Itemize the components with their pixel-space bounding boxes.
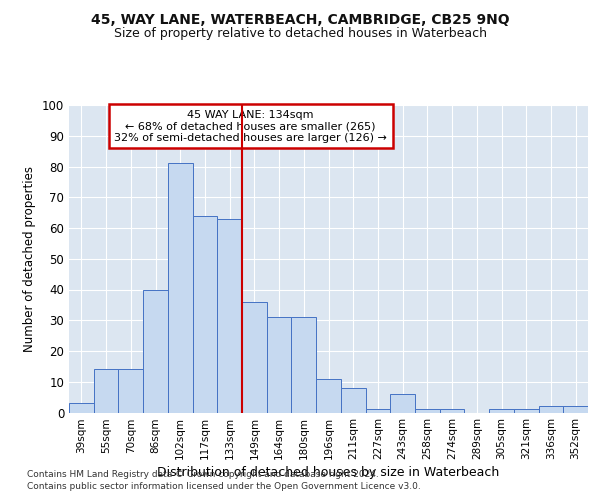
Text: Size of property relative to detached houses in Waterbeach: Size of property relative to detached ho… — [113, 28, 487, 40]
Bar — [365, 410, 390, 412]
Bar — [489, 410, 514, 412]
Bar — [143, 290, 168, 412]
Text: Contains public sector information licensed under the Open Government Licence v3: Contains public sector information licen… — [27, 482, 421, 491]
Bar — [242, 302, 267, 412]
Bar — [563, 406, 588, 412]
Bar — [118, 370, 143, 412]
Bar — [168, 164, 193, 412]
Bar — [69, 404, 94, 412]
Bar — [390, 394, 415, 412]
Bar — [193, 216, 217, 412]
Bar — [341, 388, 365, 412]
Bar — [539, 406, 563, 412]
Bar — [415, 410, 440, 412]
Bar — [94, 370, 118, 412]
Text: 45, WAY LANE, WATERBEACH, CAMBRIDGE, CB25 9NQ: 45, WAY LANE, WATERBEACH, CAMBRIDGE, CB2… — [91, 12, 509, 26]
Text: Contains HM Land Registry data © Crown copyright and database right 2024.: Contains HM Land Registry data © Crown c… — [27, 470, 379, 479]
Bar — [292, 317, 316, 412]
Bar — [440, 410, 464, 412]
Bar — [316, 378, 341, 412]
X-axis label: Distribution of detached houses by size in Waterbeach: Distribution of detached houses by size … — [157, 466, 500, 479]
Bar — [267, 317, 292, 412]
Bar — [514, 410, 539, 412]
Y-axis label: Number of detached properties: Number of detached properties — [23, 166, 37, 352]
Bar — [217, 219, 242, 412]
Text: 45 WAY LANE: 134sqm
← 68% of detached houses are smaller (265)
32% of semi-detac: 45 WAY LANE: 134sqm ← 68% of detached ho… — [114, 110, 387, 143]
